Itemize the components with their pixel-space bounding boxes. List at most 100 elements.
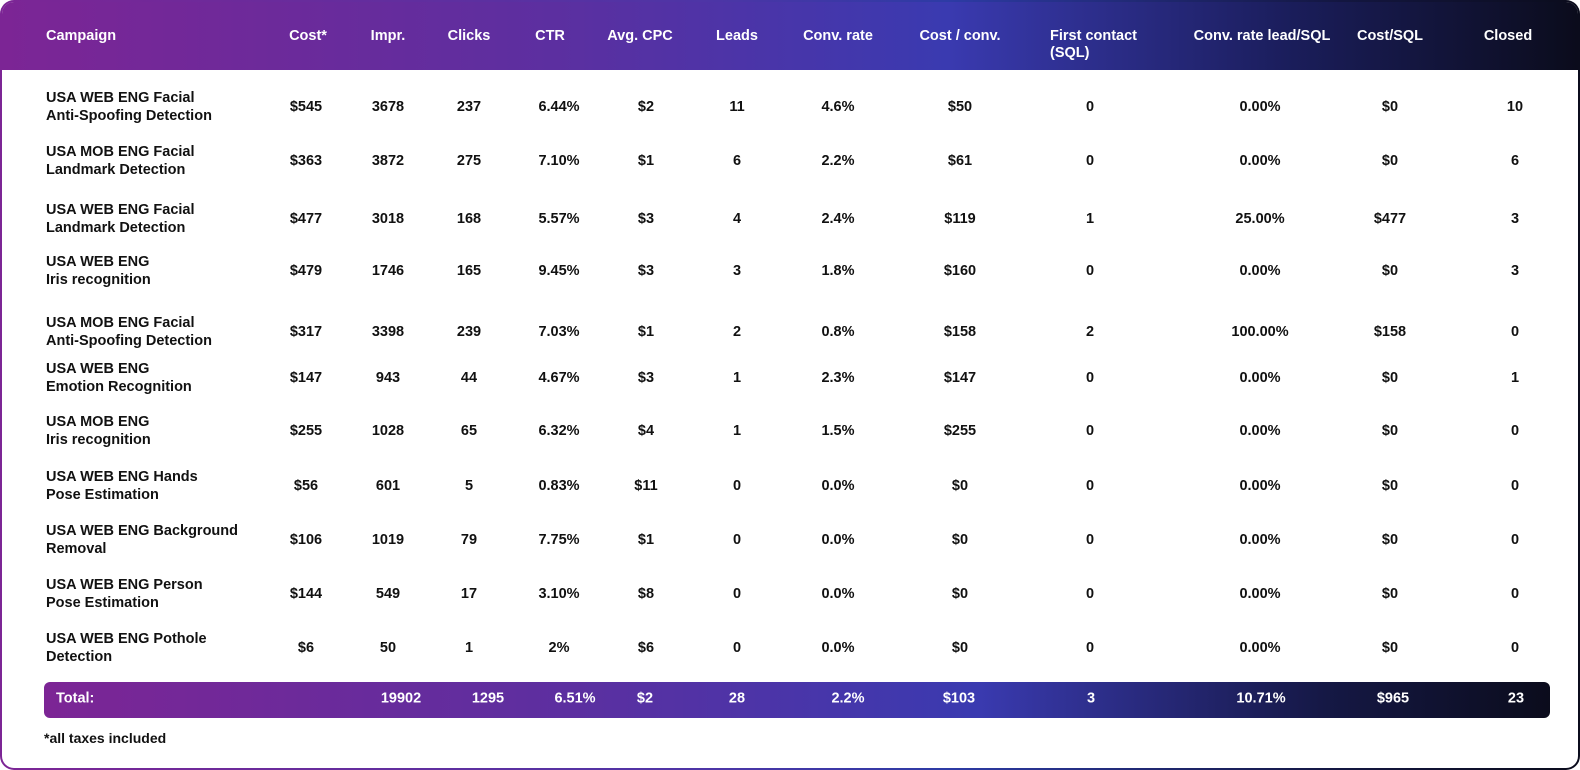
column-header-leads: Leads [716,28,758,44]
cell-avg-cpc: $2 [637,99,655,115]
cell-closed: 0 [1510,586,1520,602]
cell-conv-rate: 0.0% [821,640,855,656]
total-cost-sql: $965 [1376,690,1410,707]
cell-clicks: 237 [456,99,482,115]
cell-avg-cpc: $8 [637,586,655,602]
column-header-conv-rate-lead-sql: Conv. rate lead/SQL [1193,28,1331,44]
cell-conv-rate-lead-sql: 0.00% [1239,263,1281,279]
cell-closed: 6 [1510,153,1520,169]
table-row: USA MOB ENG Facial Anti-Spoofing Detecti… [2,312,1578,352]
cell-ctr: 7.03% [538,324,580,340]
cell-first-contact-sql: 1 [1085,211,1095,227]
cell-closed: 0 [1510,532,1520,548]
total-ctr: 6.51% [554,690,596,707]
cell-cost-sql: $0 [1381,263,1399,279]
cell-cost-sql: $477 [1373,211,1407,227]
cell-avg-cpc: $3 [637,263,655,279]
cell-leads: 2 [732,324,742,340]
cell-ctr: 2% [548,640,570,656]
campaign-name: USA WEB ENG Person Pose Estimation [46,577,203,611]
cell-cost: $144 [289,586,323,602]
total-first-contact-sql: 3 [1086,690,1096,707]
column-header-ctr: CTR [535,28,565,44]
cell-avg-cpc: $6 [637,640,655,656]
cell-first-contact-sql: 0 [1085,640,1095,656]
cell-impr: 549 [375,586,401,602]
cell-cost-conv: $255 [943,423,977,439]
cell-conv-rate: 4.6% [821,99,855,115]
campaign-name: USA MOB ENG Facial Anti-Spoofing Detecti… [46,315,212,349]
cell-avg-cpc: $1 [637,324,655,340]
cell-first-contact-sql: 0 [1085,153,1095,169]
cell-leads: 0 [732,640,742,656]
cell-cost-conv: $147 [943,370,977,386]
cell-first-contact-sql: 0 [1085,370,1095,386]
cell-impr: 50 [379,640,397,656]
table-row: USA WEB ENG Emotion Recognition $147 943 44… [2,358,1578,398]
cell-cost-sql: $0 [1381,586,1399,602]
cell-cost: $6 [297,640,315,656]
table-row: USA MOB ENG Facial Landmark Detection $36… [2,141,1578,181]
cell-conv-rate-lead-sql: 0.00% [1239,370,1281,386]
campaign-name: USA WEB ENG Facial Anti-Spoofing Detecti… [46,90,212,124]
cell-conv-rate-lead-sql: 0.00% [1239,640,1281,656]
cell-cost: $363 [289,153,323,169]
cell-leads: 1 [732,423,742,439]
total-row: Total: 19902 1295 6.51% $2 28 2.2% $103 3 10.71% $… [44,682,1550,718]
column-header-cost-sql: Cost/SQL [1356,28,1424,44]
campaign-name: USA WEB ENG Background Removal [46,523,239,557]
column-header-closed: Closed [1483,28,1533,44]
cell-closed: 0 [1510,640,1520,656]
cell-impr: 1028 [371,423,405,439]
cell-closed: 0 [1510,423,1520,439]
cell-conv-rate-lead-sql: 0.00% [1239,153,1281,169]
cell-first-contact-sql: 2 [1085,324,1095,340]
cell-ctr: 5.57% [538,211,580,227]
table-row: USA WEB ENG Facial Anti-Spoofing Detecti… [2,87,1578,127]
cell-cost-conv: $0 [951,586,969,602]
cell-cost: $479 [289,263,323,279]
cell-clicks: 239 [456,324,482,340]
column-header-cost-conv: Cost / conv. [919,28,1001,44]
cell-avg-cpc: $1 [637,532,655,548]
footnote: *all taxes included [44,730,167,746]
cell-impr: 3678 [371,99,405,115]
campaign-name: USA WEB ENG Facial Landmark Detection [46,202,195,236]
campaign-name: USA WEB ENG Hands Pose Estimation [46,469,198,503]
cell-conv-rate: 2.4% [821,211,855,227]
total-cost-conv: $103 [942,690,976,707]
cell-first-contact-sql: 0 [1085,263,1095,279]
cell-closed: 3 [1510,263,1520,279]
cell-cost-conv: $0 [951,478,969,494]
total-clicks: 1295 [471,690,505,707]
campaign-name: USA MOB ENG Facial Landmark Detection [46,144,195,178]
cell-conv-rate-lead-sql: 0.00% [1239,532,1281,548]
cell-clicks: 168 [456,211,482,227]
campaign-name: USA MOB ENG Iris recognition [46,414,151,448]
cell-cost-conv: $119 [944,211,976,227]
cell-cost-sql: $158 [1373,324,1407,340]
cell-cost-conv: $0 [951,640,969,656]
cell-ctr: 6.44% [538,99,580,115]
cell-leads: 1 [732,370,742,386]
table-row: USA WEB ENG Hands Pose Estimation $56 601 5… [2,466,1578,506]
cell-clicks: 79 [460,532,478,548]
column-header-avg-cpc: Avg. CPC [607,28,673,44]
cell-leads: 6 [732,153,742,169]
cell-first-contact-sql: 0 [1085,478,1095,494]
cell-conv-rate: 0.0% [821,478,855,494]
cell-clicks: 44 [460,370,478,386]
total-closed: 23 [1507,690,1525,707]
cell-conv-rate: 1.5% [821,423,855,439]
total-leads: 28 [728,690,746,707]
total-impr: 19902 [380,690,422,707]
total-conv-rate: 2.2% [831,690,865,707]
cell-cost-sql: $0 [1381,478,1399,494]
cell-impr: 3872 [371,153,405,169]
cell-ctr: 7.10% [538,153,580,169]
cell-ctr: 6.32% [538,423,580,439]
cell-avg-cpc: $4 [637,423,655,439]
cell-cost-conv: $158 [943,324,977,340]
cell-ctr: 7.75% [538,532,580,548]
